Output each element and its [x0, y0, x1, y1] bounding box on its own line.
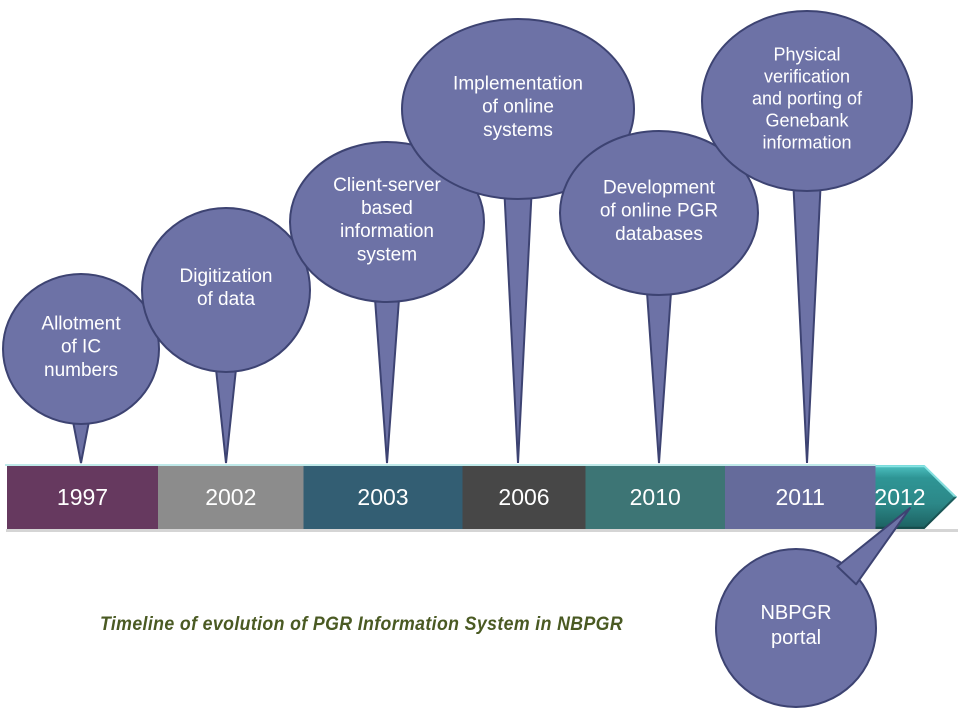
svg-text:portal: portal — [771, 627, 821, 649]
svg-text:2011: 2011 — [775, 484, 824, 510]
svg-text:of online: of online — [482, 97, 554, 118]
svg-text:2006: 2006 — [498, 484, 549, 510]
svg-text:Physical: Physical — [773, 45, 840, 65]
svg-text:Digitization: Digitization — [180, 266, 273, 287]
svg-text:Development: Development — [603, 177, 716, 198]
svg-text:numbers: numbers — [44, 360, 118, 381]
svg-text:of data: of data — [197, 289, 256, 310]
svg-text:information: information — [762, 132, 851, 152]
svg-text:databases: databases — [615, 224, 703, 245]
svg-text:2002: 2002 — [205, 484, 256, 510]
svg-text:2010: 2010 — [630, 484, 681, 510]
svg-text:Client-server: Client-server — [333, 175, 441, 196]
svg-text:information: information — [340, 221, 434, 242]
svg-text:verification: verification — [764, 67, 850, 87]
svg-text:Allotment: Allotment — [41, 313, 121, 334]
svg-text:NBPGR: NBPGR — [760, 602, 831, 624]
svg-text:Implementation: Implementation — [453, 73, 583, 94]
svg-text:and porting of: and porting of — [752, 88, 863, 108]
svg-text:2012: 2012 — [874, 484, 925, 510]
svg-text:2003: 2003 — [357, 484, 408, 510]
svg-text:system: system — [357, 244, 417, 265]
svg-text:of online PGR: of online PGR — [600, 201, 718, 222]
svg-text:systems: systems — [483, 120, 553, 141]
svg-text:Genebank: Genebank — [765, 110, 849, 130]
svg-text:of IC: of IC — [61, 337, 101, 358]
svg-text:Timeline of evolution of PGR I: Timeline of evolution of PGR Information… — [100, 614, 623, 635]
svg-text:based: based — [361, 198, 413, 219]
svg-text:1997: 1997 — [57, 484, 108, 510]
